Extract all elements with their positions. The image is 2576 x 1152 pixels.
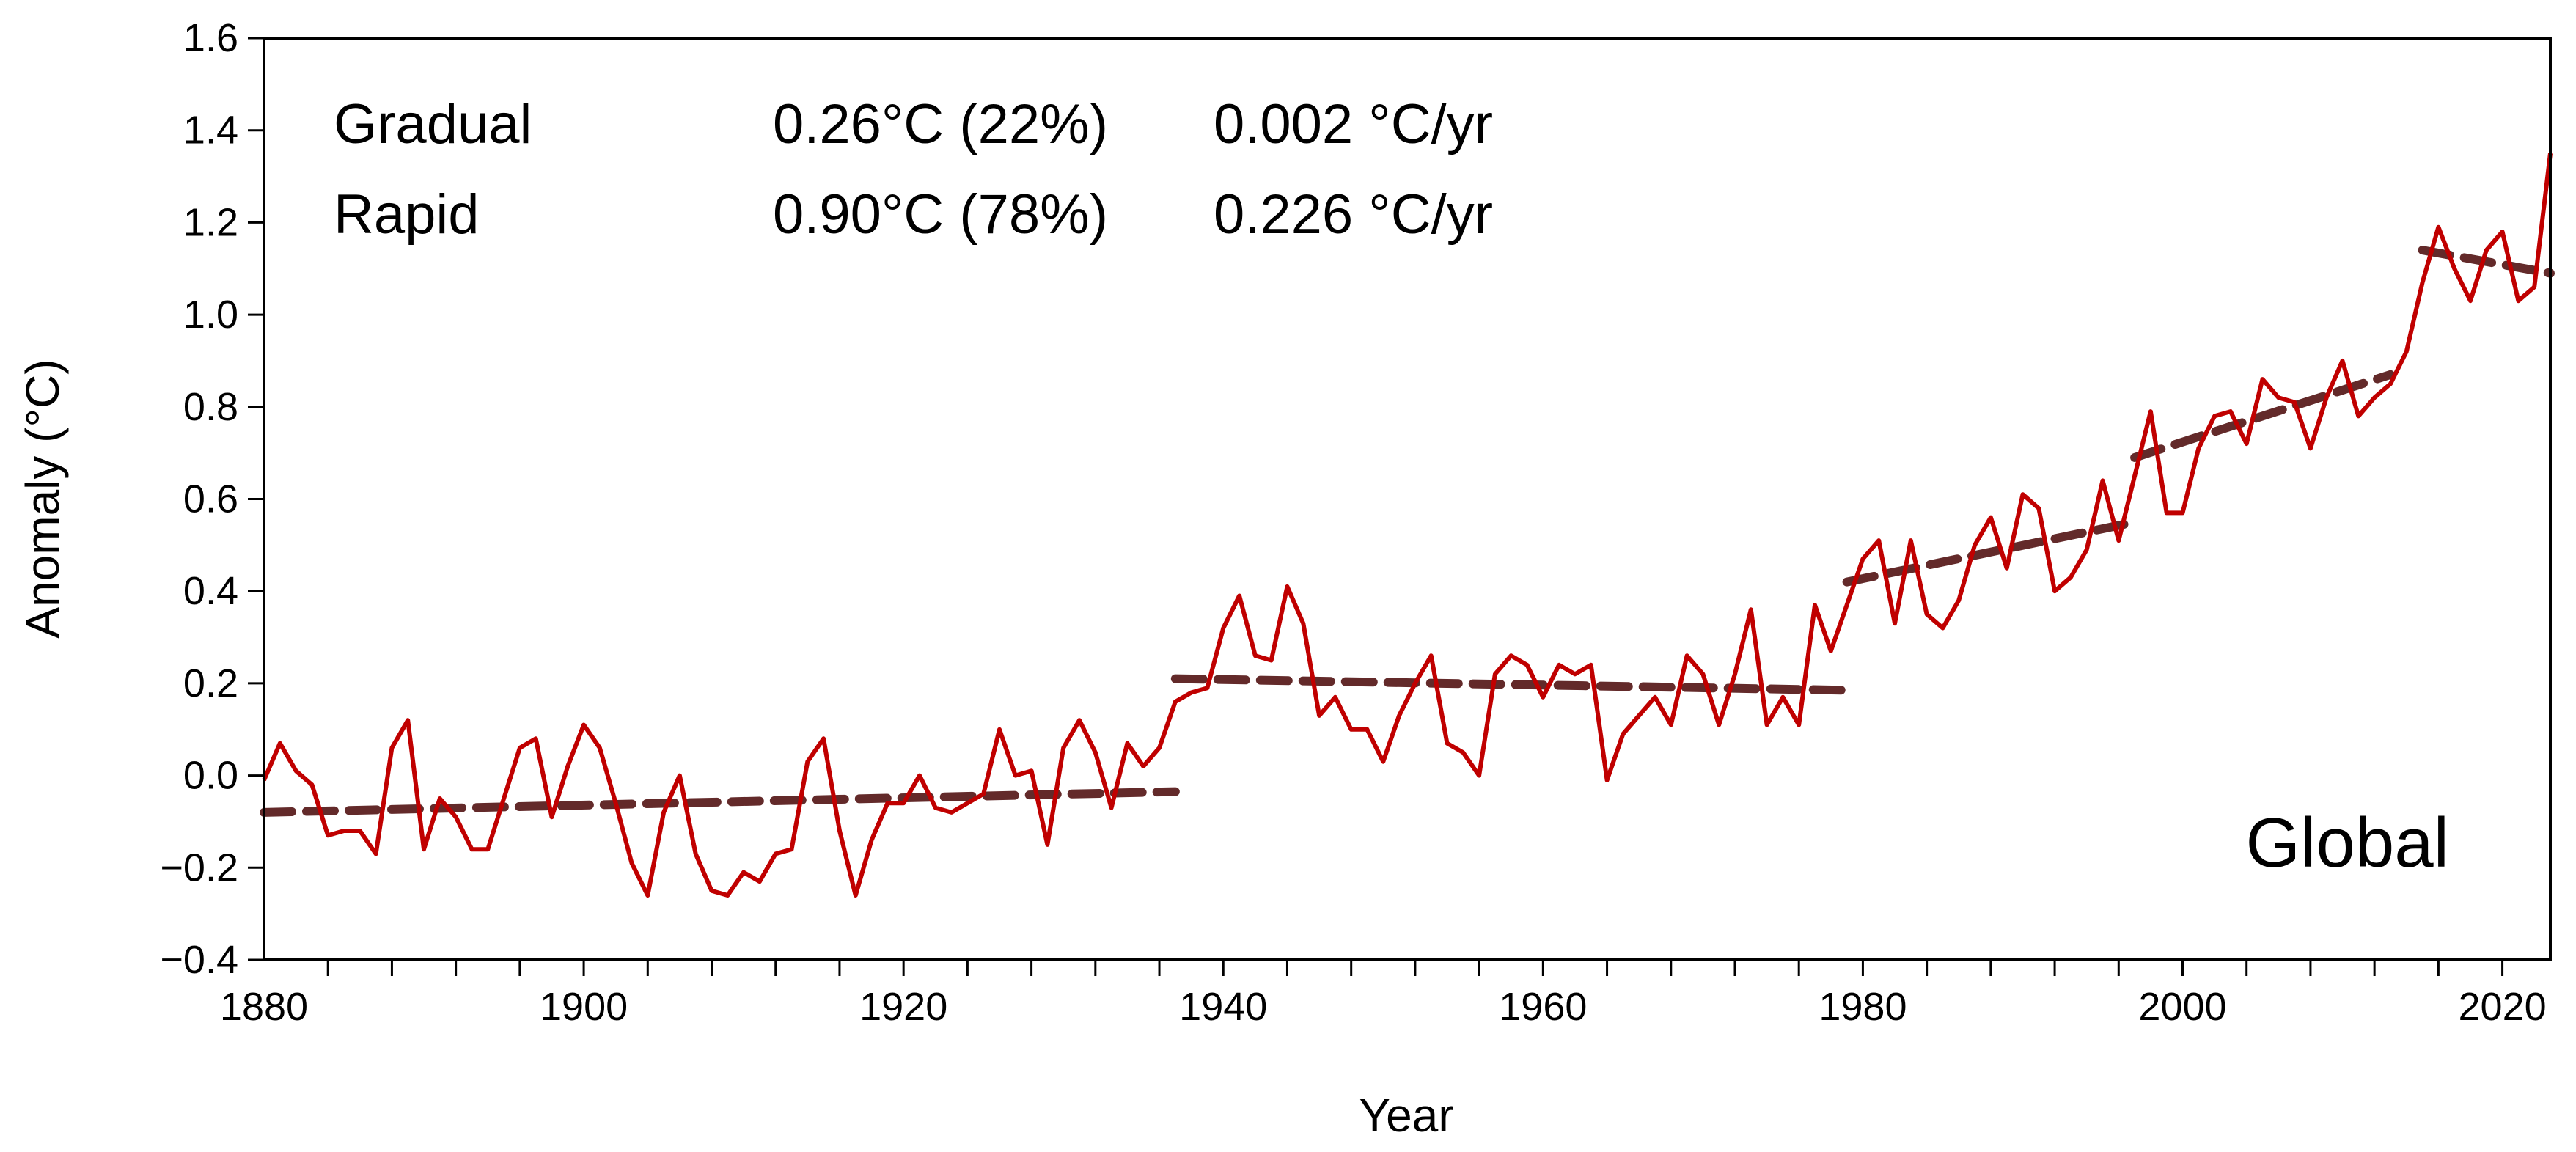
annotation-rapid-amount: 0.90°C (78%) xyxy=(773,183,1108,246)
annotation-gradual-amount: 0.26°C (22%) xyxy=(773,93,1108,155)
y-tick-label: 1.2 xyxy=(183,200,238,244)
x-tick-label: 1960 xyxy=(1499,985,1587,1029)
x-tick-label: 1940 xyxy=(1179,985,1267,1029)
annotation-rapid-label: Rapid xyxy=(334,183,480,246)
x-tick-label: 1920 xyxy=(859,985,947,1029)
y-tick-label: 1.4 xyxy=(183,109,238,153)
trend-line xyxy=(1170,674,1852,695)
series-line-annual-anomaly xyxy=(262,153,2553,898)
x-tick-label: 1900 xyxy=(540,985,628,1029)
x-tick-label: 1980 xyxy=(1819,985,1907,1029)
y-tick-label: 0.4 xyxy=(183,569,238,613)
y-tick-label: −0.4 xyxy=(160,938,238,982)
x-tick-label: 1880 xyxy=(220,985,308,1029)
trend-line xyxy=(2130,370,2395,462)
trend-line xyxy=(1842,517,2140,587)
annotation-gradual-rate: 0.002 °C/yr xyxy=(1214,93,1493,155)
annotation-gradual-label: Gradual xyxy=(334,93,532,155)
y-tick-label: 1.6 xyxy=(183,16,238,60)
y-tick-label: 0.2 xyxy=(183,661,238,705)
y-tick-label: 0.0 xyxy=(183,754,238,798)
plot-frame xyxy=(263,37,2552,961)
trend-line xyxy=(2418,246,2555,278)
y-axis-title: Anomaly (°C) xyxy=(16,359,69,638)
annotation-rapid-rate: 0.226 °C/yr xyxy=(1214,183,1493,246)
region-label: Global xyxy=(2246,804,2450,882)
x-axis-title: Year xyxy=(1359,1089,1453,1142)
trend-line xyxy=(260,787,1180,817)
y-tick-label: 0.8 xyxy=(183,385,238,429)
y-tick-label: 1.0 xyxy=(183,293,238,337)
x-tick-label: 2000 xyxy=(2138,985,2226,1029)
y-tick-label: 0.6 xyxy=(183,477,238,521)
x-tick-label: 2020 xyxy=(2459,985,2547,1029)
y-tick-label: −0.2 xyxy=(160,845,238,889)
